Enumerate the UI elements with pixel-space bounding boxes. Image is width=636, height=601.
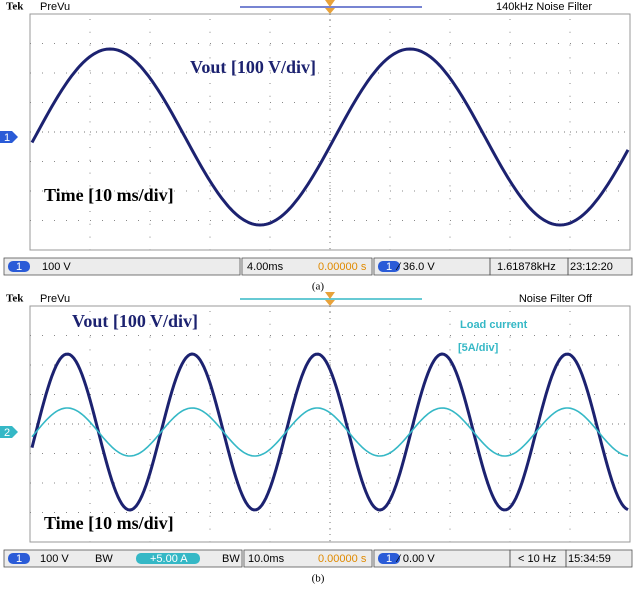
status-text: ∕ 36.0 V: [395, 261, 435, 273]
current-label: Load current: [460, 319, 528, 331]
filter: 140kHz Noise Filter: [496, 1, 592, 13]
status-text: 100 V: [40, 553, 69, 565]
channel-label: 2: [4, 427, 10, 439]
status-text: 23:12:20: [570, 261, 613, 273]
status-text: 0.00000 s: [318, 553, 367, 565]
status-text: 15:34:59: [568, 553, 611, 565]
status-text: ∕ 0.00 V: [395, 553, 435, 565]
vout-label: Vout [100 V/div]: [190, 57, 316, 77]
status-text: BW: [95, 553, 113, 565]
current-label: [5A/div]: [458, 342, 499, 354]
status-text: 0.00000 s: [318, 261, 367, 273]
status-text: 10.0ms: [248, 553, 285, 565]
filter: Noise Filter Off: [519, 293, 593, 305]
caption: (a): [312, 281, 325, 293]
scope-panel: Tek PreVu Noise Filter Off 2 Vout [100 V/div…: [0, 292, 632, 585]
mode: PreVu: [40, 1, 70, 13]
brand: Tek: [6, 293, 24, 305]
time-label: Time [10 ms/div]: [44, 513, 174, 533]
figure: Tek PreVu 140kHz Noise Filter 1 Vout [100 V/…: [0, 0, 636, 596]
status-text: 1: [16, 261, 22, 273]
status-text: 1.61878kHz: [497, 261, 556, 273]
status-text: 100 V: [42, 261, 71, 273]
time-label: Time [10 ms/div]: [44, 185, 174, 205]
brand: Tek: [6, 1, 24, 13]
caption: (b): [312, 573, 325, 585]
status-text: BW: [222, 553, 240, 565]
vout-label: Vout [100 V/div]: [72, 311, 198, 331]
status-text: < 10 Hz: [518, 553, 556, 565]
status-text: 1: [386, 553, 392, 565]
status-text: 1: [386, 261, 392, 273]
scope-panel: Tek PreVu 140kHz Noise Filter 1 Vout [100 V/…: [0, 0, 632, 293]
mode: PreVu: [40, 293, 70, 305]
status-text: +5.00 A: [150, 553, 188, 565]
channel-label: 1: [4, 132, 10, 144]
status-text: 4.00ms: [247, 261, 284, 273]
status-text: 1: [16, 553, 22, 565]
